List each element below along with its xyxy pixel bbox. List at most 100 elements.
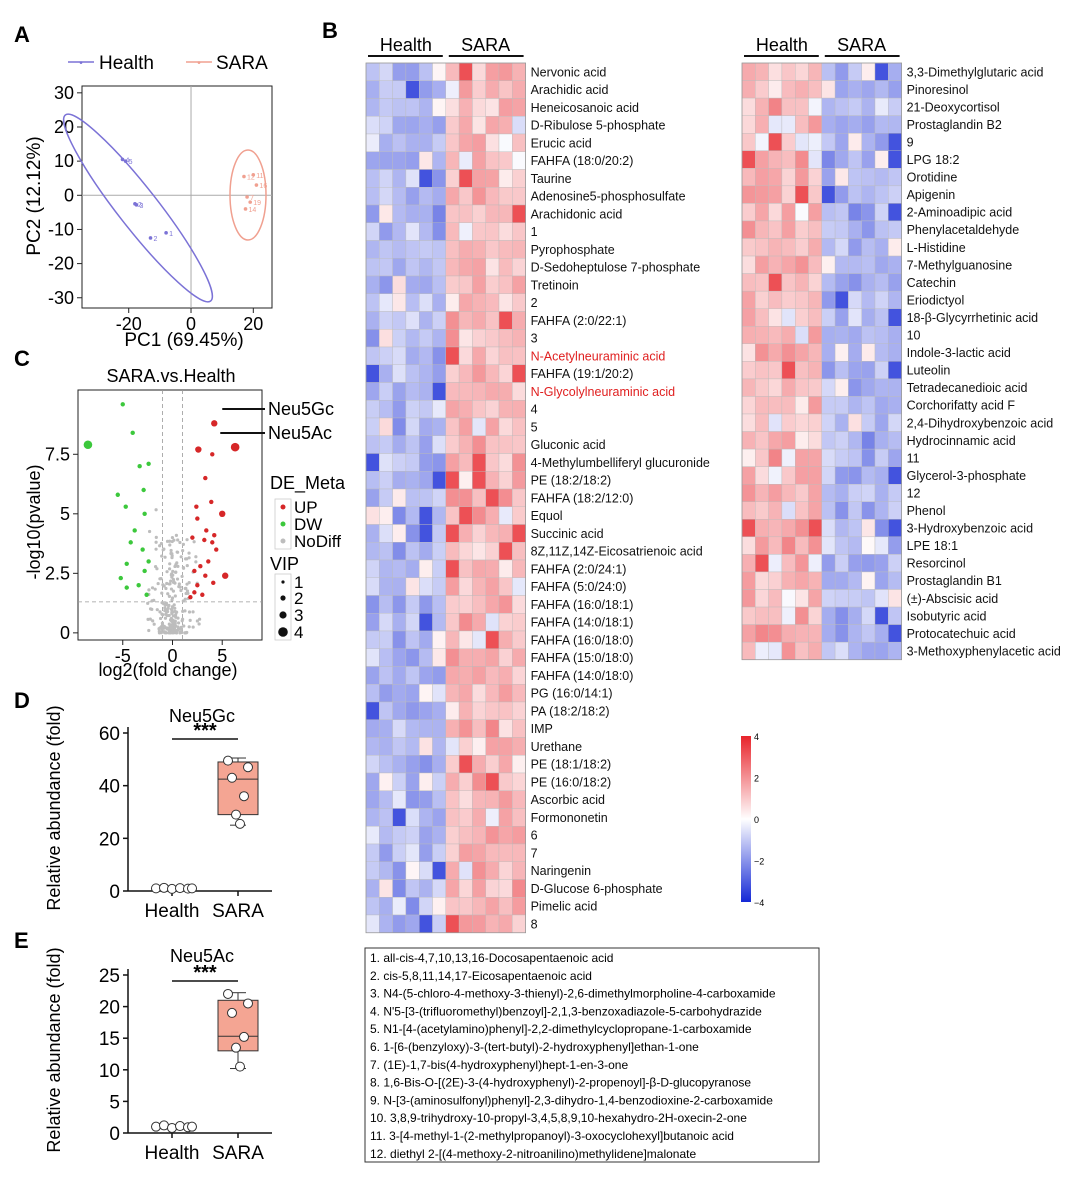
footnote-line: 8. 1,6-Bis-O-[(2E)-3-(4-hydroxyphenyl)-2…	[370, 1076, 751, 1090]
volcano-threshold-lines	[78, 390, 262, 640]
sara-point	[243, 762, 253, 773]
heatmap-cell	[861, 361, 876, 380]
heatmap-cell	[432, 826, 447, 845]
volcano-nodiff-point	[176, 564, 180, 568]
volcano-nodiff-point	[179, 588, 183, 593]
heatmap-cell	[379, 914, 393, 933]
heatmap-cell	[874, 484, 889, 502]
heatmap-cell	[781, 606, 796, 625]
heatmap-cell	[768, 519, 783, 538]
heatmap-row-label: Erucic acid	[531, 136, 592, 150]
heatmap-cell	[498, 826, 513, 845]
heatmap-cell	[808, 501, 823, 520]
volcano-nodiff-point	[177, 582, 181, 586]
heatmap-cell	[379, 382, 393, 401]
heatmap-cell	[834, 132, 849, 151]
heatmap-cell	[392, 187, 407, 206]
heatmap-cell	[781, 97, 796, 116]
heatmap-cell	[888, 97, 902, 116]
volcano-point-dw	[130, 430, 135, 436]
heatmap-cell	[445, 542, 460, 561]
heatmap-cell	[821, 448, 836, 467]
heatmap-cell	[795, 484, 809, 502]
heatmap-cell	[445, 471, 460, 490]
heatmap-cell	[888, 62, 902, 81]
heatmap-cell	[472, 329, 486, 348]
heatmap-cell	[861, 343, 876, 362]
heatmap-cell	[498, 364, 513, 383]
heatmap-cell	[795, 62, 809, 81]
volcano-point-dw	[144, 592, 149, 597]
heatmap-cell	[848, 413, 862, 432]
heatmap-cell	[365, 116, 380, 135]
heatmap-cell	[821, 255, 836, 274]
pca-axis: -20 0 20 30 20 10 0 -10 -20 -30	[48, 83, 263, 334]
heatmap-cell	[781, 80, 796, 99]
heatmap-cell	[888, 466, 902, 485]
heatmap-cell	[768, 150, 783, 169]
heatmap-cell	[834, 431, 849, 450]
volcano-nodiff-point	[170, 575, 174, 579]
volcano-point-dw	[132, 528, 137, 533]
volcano-frame	[77, 389, 263, 641]
heatmap-cell	[821, 624, 836, 643]
heatmap-cell	[379, 240, 393, 259]
heatmap-cell	[419, 790, 433, 809]
heatmap-cell	[821, 62, 836, 81]
heatmap-cell	[874, 326, 889, 344]
heatmap-cell	[768, 606, 783, 625]
heatmap-cell	[472, 701, 486, 720]
heatmap-cell	[848, 536, 862, 555]
heatmap-cell	[365, 98, 380, 117]
heatmap-cell	[472, 826, 486, 845]
heatmap-cell	[861, 255, 876, 274]
heatmap-cell	[821, 361, 836, 380]
heatmap-cell	[392, 258, 407, 277]
heatmap-cell	[498, 737, 513, 756]
heatmap-cell	[458, 435, 473, 454]
heatmap-row-label: Prostaglandin B2	[907, 118, 1002, 132]
heatmap-cell	[458, 471, 473, 490]
heatmap-cell	[498, 843, 513, 862]
heatmap-cell	[512, 116, 526, 135]
sara-point	[235, 1061, 245, 1072]
heatmap-cell	[512, 311, 526, 330]
volcano-point-dw	[128, 540, 133, 545]
heatmap-cell	[874, 132, 889, 151]
volcano-point-up	[203, 475, 208, 481]
volcano-nodiff-point	[171, 569, 175, 573]
heatmap-cell	[498, 559, 513, 578]
heatmap-cell	[874, 185, 889, 204]
health-point	[187, 1121, 197, 1132]
heatmap-cell	[874, 62, 889, 81]
heatmap-cell	[392, 98, 407, 117]
heatmap-cell	[365, 275, 380, 294]
heatmap-cell	[379, 808, 393, 827]
volcano-nodiff-point	[174, 615, 178, 619]
heatmap-cell	[498, 577, 513, 596]
volcano-nodiff-point	[172, 538, 176, 542]
pca-point-label: 2	[138, 202, 142, 209]
heatmap-cell	[392, 435, 407, 454]
volcano-nodiff-points	[146, 508, 202, 635]
heatmap-cell	[755, 238, 769, 257]
volcano-point-up	[210, 540, 215, 545]
heatmap-cell	[781, 290, 796, 309]
heatmap-row-label: Heneicosanoic acid	[531, 101, 639, 115]
footnote-line: 2. cis-5,8,11,14,17-Eicosapentaenoic aci…	[370, 969, 592, 983]
volcano-nodiff-point	[180, 617, 185, 621]
heatmap-cell	[392, 542, 407, 561]
heatmap-cell	[874, 413, 889, 432]
heatmap-row-label: FAHFA (14:0/18:1)	[531, 616, 634, 630]
heatmap-cell	[365, 62, 380, 81]
heatmap-cell	[379, 879, 393, 898]
volcano-nodiff-point	[163, 616, 168, 620]
heatmap-cell	[432, 506, 447, 525]
volcano-nodiff-point	[148, 607, 153, 611]
heatmap-cell	[512, 737, 526, 756]
heatmap-cell	[861, 378, 876, 397]
heatmap-cell	[848, 62, 862, 81]
heatmap-cell	[768, 62, 783, 81]
heatmap-cell	[795, 238, 809, 257]
heatmap-cell	[512, 471, 526, 490]
